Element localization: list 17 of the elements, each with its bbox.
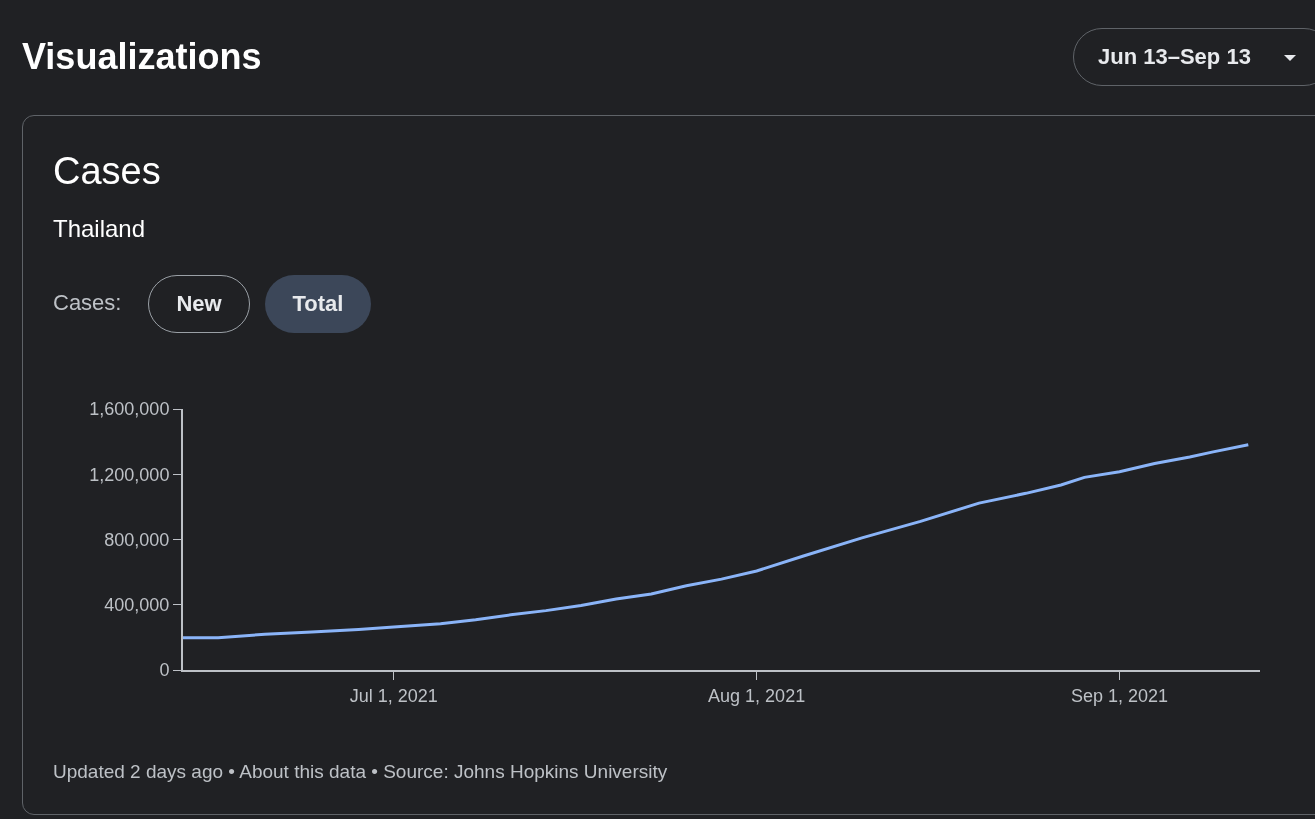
y-tick-label: 800,000: [104, 529, 170, 550]
text: Total: [265, 275, 371, 333]
x-tick-label: Jul 1, 2021: [349, 685, 438, 706]
text: Updated 2 days ago • About this data • Source: Johns Hopkins University: [53, 761, 668, 783]
text: Cases:: [53, 290, 122, 316]
y-tick-label: 1,200,000: [89, 464, 170, 485]
y-tick-label: 400,000: [104, 595, 170, 616]
y-tick-label: 0: [159, 660, 170, 681]
text: Visualizations: [22, 36, 262, 78]
line-series: [183, 443, 1250, 640]
y-tick-label: 1,600,000: [89, 399, 170, 420]
text: Jun 13–Sep 13: [1098, 44, 1251, 70]
chart-subtitle: Thailand: [53, 215, 146, 243]
x-tick-label: Sep 1, 2021: [1070, 685, 1169, 706]
text: New: [148, 275, 250, 333]
x-tick-label: Aug 1, 2021: [708, 685, 806, 706]
chart-title: Cases: [53, 150, 161, 193]
